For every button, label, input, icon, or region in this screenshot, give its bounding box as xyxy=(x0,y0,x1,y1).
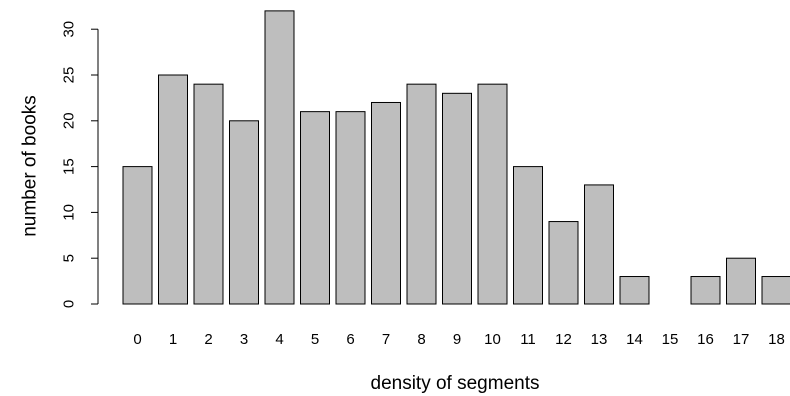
bar-10 xyxy=(477,83,508,305)
bars xyxy=(122,10,790,305)
bar-3 xyxy=(229,120,259,305)
bar-16 xyxy=(690,276,721,305)
bar-9 xyxy=(442,92,472,305)
x-tick-label: 11 xyxy=(520,331,536,348)
x-tick-label: 7 xyxy=(382,331,390,348)
bar-4 xyxy=(264,10,295,305)
bar-8 xyxy=(406,83,437,305)
bar-1 xyxy=(158,74,188,305)
bar-11 xyxy=(513,166,543,305)
x-tick-label: 4 xyxy=(275,331,283,348)
bar-2 xyxy=(193,83,224,305)
y-tick-label: 20 xyxy=(61,112,78,129)
x-tick-label: 12 xyxy=(555,331,572,348)
x-tick-label: 1 xyxy=(169,331,177,348)
bar-6 xyxy=(335,111,366,305)
x-tick-label: 13 xyxy=(591,331,608,348)
x-tick-label: 14 xyxy=(626,331,643,348)
y-tick-label: 15 xyxy=(61,158,78,175)
x-tick-label: 0 xyxy=(133,331,141,348)
y-axis-title: number of books xyxy=(20,95,41,237)
x-tick-label: 15 xyxy=(662,331,679,348)
x-tick-label: 8 xyxy=(417,331,425,348)
x-tick-label: 16 xyxy=(697,331,714,348)
x-tick-label: 3 xyxy=(240,331,248,348)
bar-17 xyxy=(726,257,756,305)
y-tick-label: 0 xyxy=(61,300,78,308)
x-tick-label: 9 xyxy=(453,331,461,348)
x-tick-label: 5 xyxy=(311,331,319,348)
x-tick-label: 10 xyxy=(484,331,501,348)
y-tick-label: 25 xyxy=(61,67,78,84)
x-tick-label: 2 xyxy=(204,331,212,348)
y-tick-label: 30 xyxy=(61,21,78,38)
bar-5 xyxy=(300,111,330,305)
y-tick-label: 10 xyxy=(61,204,78,221)
x-tick-label: 18 xyxy=(768,331,785,348)
bar-18 xyxy=(761,276,790,305)
x-tick-labels: 0 1 2 3 4 5 6 7 8 9 10 11 12 13 14 15 16 17 18 xyxy=(133,331,785,348)
bar-13 xyxy=(584,184,614,305)
bar-0 xyxy=(122,166,153,305)
bar-14 xyxy=(619,276,650,305)
x-tick-label: 17 xyxy=(733,331,750,348)
y-tick-label: 5 xyxy=(61,254,78,262)
y-axis: 0 5 10 15 20 25 30 xyxy=(61,21,99,308)
bar-12 xyxy=(548,221,579,305)
bar-7 xyxy=(371,101,401,305)
x-tick-label: 6 xyxy=(346,331,354,348)
x-axis-title: density of segments xyxy=(371,373,540,394)
